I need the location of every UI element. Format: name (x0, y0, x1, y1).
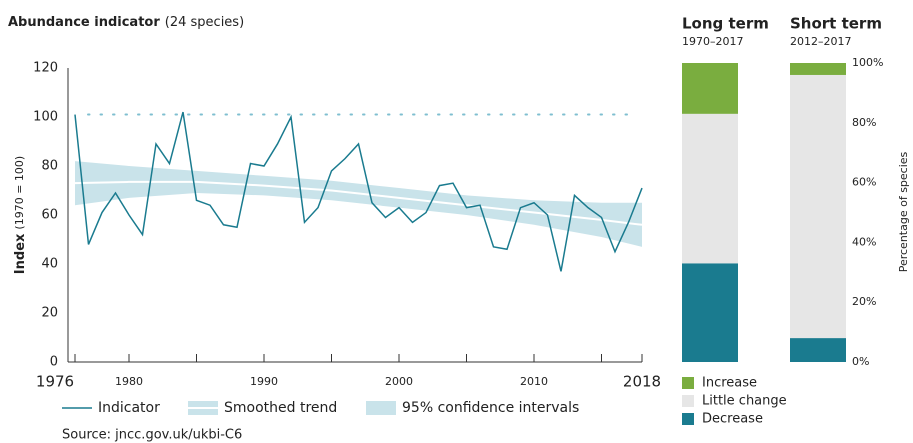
x-tick-label: 1976 (36, 373, 74, 391)
category-label: Long term (682, 15, 769, 33)
bar-segment (682, 113, 738, 264)
y2-tick-label: 20% (852, 295, 876, 308)
y-tick-label: 0 (50, 355, 58, 370)
y-tick-label: 80 (41, 159, 58, 174)
y-label-note: (1970 = 100) (13, 156, 26, 230)
y-tick-label: 100 (33, 110, 58, 125)
legend-label: 95% confidence intervals (402, 400, 579, 416)
x-tick-label: 2000 (385, 375, 413, 388)
y-tick-label: 60 (41, 208, 58, 223)
bar-segment (682, 263, 738, 362)
title-main: Abundance indicator (8, 15, 160, 30)
legend-swatch (682, 395, 694, 407)
x-tick-label: 2018 (623, 373, 661, 391)
category-note: 1970–2017 (682, 35, 744, 48)
smoothed-trend (74, 180, 643, 226)
y2-tick-label: 40% (852, 235, 876, 248)
bar-segment (682, 63, 738, 114)
legend-swatch (682, 377, 694, 389)
y2-tick-label: 80% (852, 116, 876, 129)
legend-label: Decrease (702, 412, 763, 427)
x-tick-label: 1980 (115, 375, 143, 388)
legend-swatch (366, 401, 396, 415)
confidence-band (75, 161, 642, 247)
y-tick-label: 120 (33, 61, 58, 76)
indicator-line (74, 111, 643, 272)
y2-tick-label: 0% (852, 355, 869, 368)
x-tick-label: 1990 (250, 375, 278, 388)
y-tick-label: 40 (41, 257, 58, 272)
legend-label: Increase (702, 376, 757, 391)
bar-segment (790, 63, 846, 75)
legend-label: Indicator (98, 400, 160, 416)
legend-label: Smoothed trend (224, 400, 337, 416)
title-sub: (24 species) (165, 15, 244, 30)
x-tick-label: 2010 (520, 375, 548, 388)
y-axis-label: Index (1970 = 100) (13, 156, 28, 274)
legend-label: Little change (702, 394, 787, 409)
y2-tick-label: 100% (852, 56, 883, 69)
category-label: Short term (790, 15, 882, 33)
y2-tick-label: 60% (852, 176, 876, 189)
chart-title: Abundance indicator (24 species) (8, 15, 244, 30)
y-tick-label: 20 (41, 306, 58, 321)
category-note: 2012–2017 (790, 35, 852, 48)
y-label-main: Index (13, 233, 28, 274)
source: Source: jncc.gov.uk/ukbi-C6 (62, 428, 242, 443)
bar-segment (790, 338, 846, 362)
bar-segment (790, 74, 846, 339)
legend-swatch (682, 413, 694, 425)
y2-axis-label: Percentage of species (897, 151, 910, 272)
